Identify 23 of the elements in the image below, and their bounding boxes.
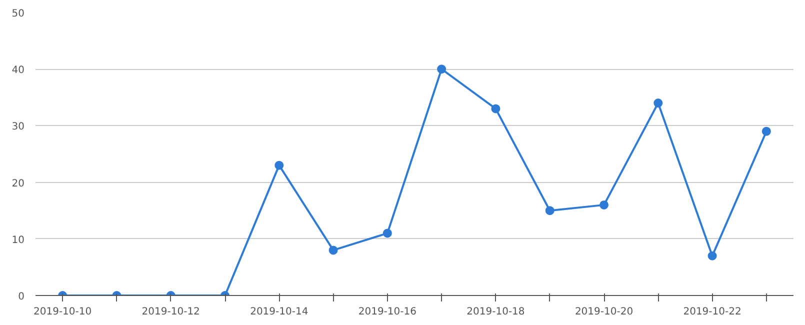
point xyxy=(600,200,608,210)
x-tick-label: 2019-10-18 xyxy=(466,306,525,318)
y-tick-label: 40 xyxy=(12,65,25,76)
point xyxy=(654,98,663,108)
x-tick-label: 2019-10-12 xyxy=(142,306,200,318)
x-tick-label: 2019-10-14 xyxy=(250,306,308,318)
x-tick-label: 2019-10-16 xyxy=(358,306,416,318)
point xyxy=(491,104,500,114)
x-tick-label: 2019-10-10 xyxy=(34,306,92,318)
x-tick-label: 2019-10-22 xyxy=(683,306,742,318)
y-tick-label: 20 xyxy=(12,178,25,190)
y-tick-label: 10 xyxy=(12,234,25,246)
y-tick-label: 50 xyxy=(12,8,25,20)
y-tick-label: 30 xyxy=(12,122,25,133)
point xyxy=(545,206,554,216)
point xyxy=(437,64,446,74)
point xyxy=(708,251,717,260)
point xyxy=(382,228,392,238)
x-tick-label: 2019-10-20 xyxy=(574,306,634,318)
point xyxy=(274,160,284,170)
point xyxy=(328,246,338,255)
point xyxy=(762,126,771,136)
y-tick-label: 0 xyxy=(18,292,25,302)
